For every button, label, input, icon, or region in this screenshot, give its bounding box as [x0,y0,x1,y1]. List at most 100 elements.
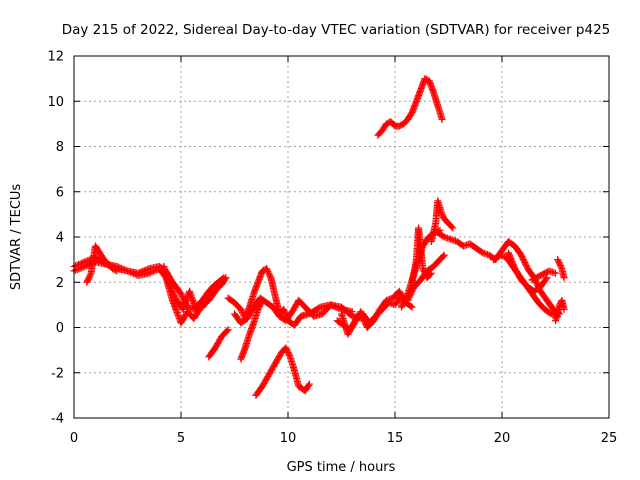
data-point [283,347,291,355]
data-point [224,326,232,334]
data-point [555,259,563,267]
data-point [143,265,151,273]
data-point [449,224,457,232]
y-tick-label: 8 [56,140,64,155]
data-point [139,267,147,275]
data-point [419,265,427,273]
data-point [116,264,124,272]
data-point [305,380,313,388]
data-point [399,300,407,308]
data-point [84,277,92,285]
data-point [168,286,176,294]
data-point [554,257,562,265]
grid-lines [74,56,609,418]
data-point [111,266,119,274]
x-tick-label: 10 [280,431,297,446]
data-point [285,351,293,359]
data-point [421,269,429,277]
data-point [403,291,411,299]
data-point [142,266,150,274]
data-point [402,293,410,301]
data-point [178,291,186,299]
data-point [73,266,81,274]
data-point [402,294,410,302]
data-point [543,274,551,282]
data-point [258,298,266,306]
data-point [400,299,408,307]
series-tracks_d [160,262,230,313]
data-point [542,275,550,283]
data-point [238,307,246,315]
data-point [171,293,179,301]
series-tracks_i [252,344,313,399]
data-point [282,344,290,352]
data-point [166,283,174,291]
data-point [170,290,178,298]
y-axis-label: SDTVAR / TECUs [9,184,24,291]
data-point [140,267,148,275]
data-point [426,270,434,278]
data-point [554,256,562,264]
data-point [120,266,128,274]
data-point [284,348,292,356]
data-point [519,254,527,262]
y-tick-label: 0 [56,321,64,336]
data-point [237,305,245,313]
x-axis-ticks: 0 5 10 15 20 25 [70,56,617,446]
data-point [420,268,428,276]
series-tracks_l [374,75,446,139]
data-point [255,302,263,310]
data-point [556,260,564,268]
data-point [400,297,408,305]
data-point [82,262,90,270]
x-tick-label: 0 [70,431,78,446]
y-tick-label: 2 [56,276,64,291]
data-point [169,289,177,297]
series-tracks_e [205,326,232,361]
data-point [222,274,230,282]
series-tracks_s [528,267,559,284]
x-tick-label: 5 [177,431,185,446]
x-tick-label: 15 [387,431,404,446]
data-point [79,263,87,271]
data-point [517,251,525,259]
data-point [85,274,93,282]
data-point [408,303,416,311]
data-point [522,262,530,270]
data-point [134,269,142,277]
data-point [136,269,144,277]
data-point [171,292,179,300]
y-tick-label: 12 [47,50,64,65]
data-point [440,251,448,259]
data-point [439,212,447,220]
x-axis-label: GPS time / hours [287,460,396,475]
data-point [264,268,272,276]
data-point [398,302,406,310]
series-tracks_r [504,249,551,295]
series-tracks_t [554,256,568,282]
data-point [137,268,145,276]
data-point [438,210,446,218]
data-point [84,275,92,283]
data-point [221,275,229,283]
data-point [439,252,447,260]
x-tick-label: 25 [601,431,618,446]
data-point [285,350,293,358]
data-point [86,271,94,279]
data-point [72,266,80,274]
data-point [114,263,122,271]
data-point [255,304,263,312]
data-point [78,264,86,272]
series-tracks_o [427,197,457,246]
data-point [420,266,428,274]
data-point [519,256,527,264]
data-point [258,296,266,304]
series-tracks_u [552,296,568,325]
data-point [520,257,528,265]
series-tracks_c [83,242,121,286]
y-axis-ticks: -4 -2 0 2 4 6 8 10 12 [47,50,609,427]
data-point [427,269,435,277]
series-tracks_j [333,251,448,334]
data-point [265,269,273,277]
series-tracks_h [237,296,266,363]
